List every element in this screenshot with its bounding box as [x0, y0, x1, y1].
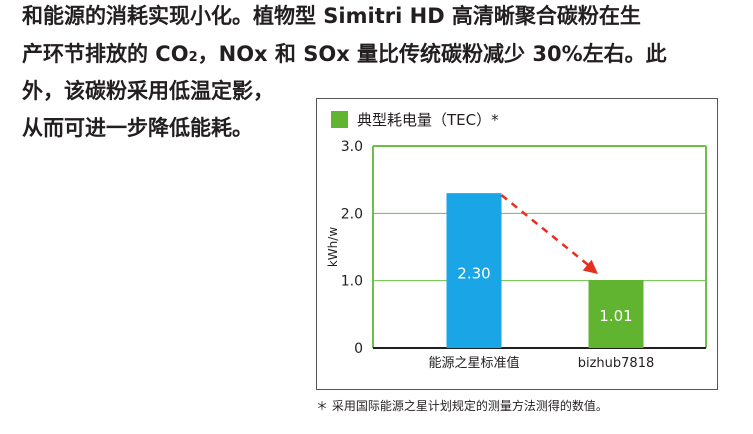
y-tick-label-2: 2.0: [341, 206, 363, 222]
bar-0: [446, 193, 502, 348]
bar-value-label-1: 1.01: [599, 307, 632, 325]
body-text-line-2: 产环节排放的 CO2，NOx 和 SOx 量比传统碳粉减少 30%左右。此: [22, 40, 667, 72]
y-tick-label-3: 3.0: [341, 139, 363, 155]
chart-plot: 0 1.0 2.0 3.0 kWh/w 2.30 能源之星标准值 1.01 bizhub7818: [326, 139, 707, 371]
chart-legend: 典型耗电量（TEC）*: [331, 109, 499, 129]
y-axis-label: kWh/w: [326, 227, 340, 267]
body-text-line-4: 从而可进一步降低能耗。: [22, 116, 253, 140]
footnote: ＊ 采用国际能源之星计划规定的测量方法测得的数值。: [316, 399, 608, 413]
body-text-line-2-end: ，NOx 和 SOx 量比传统碳粉减少 30%左右。此: [197, 42, 667, 66]
bar-1: [588, 279, 644, 348]
body-text-line-3: 外，该碳粉采用低温定影，: [22, 79, 274, 103]
bar-value-label-0: 2.30: [457, 264, 490, 282]
body-text-line-2-start: 产环节排放的 CO: [22, 42, 189, 66]
trend-arrow-head: [582, 259, 598, 274]
legend-swatch: [331, 110, 348, 128]
trend-arrow-line: [500, 194, 593, 269]
tec-chart: 典型耗电量（TEC）* 0 1.0 2.0 3.0 kWh/w 2.30 能源之星标准值 1.…: [316, 98, 718, 390]
body-text-line-1: 和能源的消耗实现小化。植物型 Simitri HD 高清晰聚合碳粉在生: [22, 4, 641, 28]
x-category-label-1: bizhub7818: [578, 356, 655, 371]
x-category-label-0: 能源之星标准值: [428, 355, 519, 371]
y-tick-label-1: 1.0: [341, 274, 363, 290]
legend-label: 典型耗电量（TEC）*: [357, 110, 499, 129]
y-tick-label-0: 0: [354, 341, 363, 357]
co2-subscript: 2: [188, 50, 198, 65]
